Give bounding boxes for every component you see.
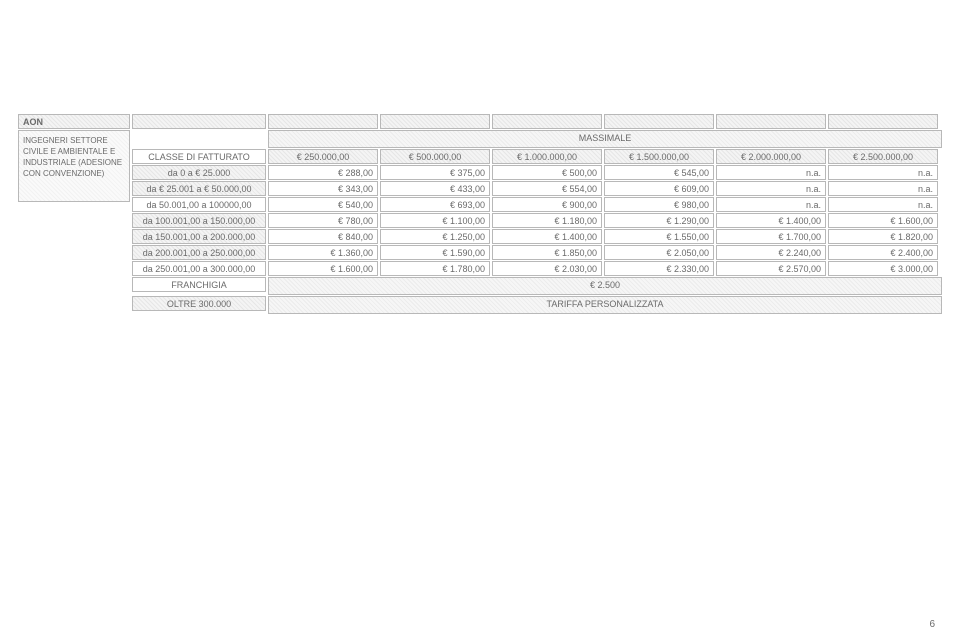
cell-value: € 540,00 xyxy=(268,197,378,212)
col-header-3: € 1.500.000,00 xyxy=(604,149,714,164)
cell-value: € 1.780,00 xyxy=(380,261,490,276)
cell-value: € 1.100,00 xyxy=(380,213,490,228)
row-label: da 200.001,00 a 250.000,00 xyxy=(132,245,266,260)
tariffa-label: TARIFFA PERSONALIZZATA xyxy=(268,296,942,314)
franchigia-value: € 2.500 xyxy=(268,277,942,295)
cell-value: € 1.600,00 xyxy=(268,261,378,276)
data-rows: da 0 a € 25.000€ 288,00€ 375,00€ 500,00€… xyxy=(18,165,942,276)
row-headers: CLASSE DI FATTURATO € 250.000,00 € 500.0… xyxy=(18,149,942,164)
cell-value: € 1.360,00 xyxy=(268,245,378,260)
col-header-4: € 2.000.000,00 xyxy=(716,149,826,164)
empty xyxy=(132,114,266,129)
cell-value: n.a. xyxy=(828,197,938,212)
cell-value: € 2.400,00 xyxy=(828,245,938,260)
cell-value: € 1.820,00 xyxy=(828,229,938,244)
cell-value: € 1.550,00 xyxy=(604,229,714,244)
cell-value: € 2.330,00 xyxy=(604,261,714,276)
table-row: da 0 a € 25.000€ 288,00€ 375,00€ 500,00€… xyxy=(18,165,942,180)
cell-value: € 1.590,00 xyxy=(380,245,490,260)
cell-value: n.a. xyxy=(716,197,826,212)
col-header-1: € 500.000,00 xyxy=(380,149,490,164)
cell-value: € 545,00 xyxy=(604,165,714,180)
side-description: INGEGNERI SETTORE CIVILE E AMBIENTALE E … xyxy=(18,130,130,202)
cell-value: € 609,00 xyxy=(604,181,714,196)
page-number: 6 xyxy=(929,619,935,630)
row-label: da 250.001,00 a 300.000,00 xyxy=(132,261,266,276)
row-label: da 150.001,00 a 200.000,00 xyxy=(132,229,266,244)
row-label: da 100.001,00 a 150.000,00 xyxy=(132,213,266,228)
cell-value: € 2.570,00 xyxy=(716,261,826,276)
franchigia-label: FRANCHIGIA xyxy=(132,277,266,292)
table-row: da 250.001,00 a 300.000,00€ 1.600,00€ 1.… xyxy=(18,261,942,276)
row-franchigia: FRANCHIGIA € 2.500 xyxy=(18,277,942,295)
table-row: da 150.001,00 a 200.000,00€ 840,00€ 1.25… xyxy=(18,229,942,244)
empty xyxy=(268,114,378,129)
spacer xyxy=(18,213,130,228)
massimale-cell: MASSIMALE xyxy=(268,130,942,148)
spacer xyxy=(18,229,130,244)
cell-value: € 780,00 xyxy=(268,213,378,228)
empty xyxy=(492,114,602,129)
class-header: CLASSE DI FATTURATO xyxy=(132,149,266,164)
cell-value: € 900,00 xyxy=(492,197,602,212)
cell-value: € 1.600,00 xyxy=(828,213,938,228)
empty xyxy=(132,130,266,145)
cell-value: € 2.030,00 xyxy=(492,261,602,276)
cell-value: € 1.290,00 xyxy=(604,213,714,228)
row-label: da 50.001,00 a 100000,00 xyxy=(132,197,266,212)
empty xyxy=(604,114,714,129)
cell-value: € 1.700,00 xyxy=(716,229,826,244)
oltre-label: OLTRE 300.000 xyxy=(132,296,266,311)
cell-value: n.a. xyxy=(828,165,938,180)
cell-value: € 1.400,00 xyxy=(716,213,826,228)
cell-value: € 554,00 xyxy=(492,181,602,196)
cell-value: n.a. xyxy=(716,181,826,196)
cell-value: € 2.240,00 xyxy=(716,245,826,260)
empty xyxy=(828,114,938,129)
table-row: da 100.001,00 a 150.000,00€ 780,00€ 1.10… xyxy=(18,213,942,228)
cell-value: € 433,00 xyxy=(380,181,490,196)
cell-value: € 693,00 xyxy=(380,197,490,212)
cell-value: € 375,00 xyxy=(380,165,490,180)
pricing-table: AON MASSIMALE CLASSE DI FATTURATO € 250.… xyxy=(18,114,942,315)
row-label: da € 25.001 a € 50.000,00 xyxy=(132,181,266,196)
cell-value: € 980,00 xyxy=(604,197,714,212)
cell-value: € 3.000,00 xyxy=(828,261,938,276)
cell-value: € 1.180,00 xyxy=(492,213,602,228)
table-row: da € 25.001 a € 50.000,00€ 343,00€ 433,0… xyxy=(18,181,942,196)
cell-value: € 288,00 xyxy=(268,165,378,180)
cell-value: € 840,00 xyxy=(268,229,378,244)
cell-value: € 2.050,00 xyxy=(604,245,714,260)
spacer xyxy=(18,296,130,314)
empty xyxy=(716,114,826,129)
empty xyxy=(380,114,490,129)
cell-value: n.a. xyxy=(716,165,826,180)
col-header-2: € 1.000.000,00 xyxy=(492,149,602,164)
cell-value: € 1.250,00 xyxy=(380,229,490,244)
cell-value: € 500,00 xyxy=(492,165,602,180)
row-aon: AON xyxy=(18,114,942,129)
cell-value: n.a. xyxy=(828,181,938,196)
table-row: da 50.001,00 a 100000,00€ 540,00€ 693,00… xyxy=(18,197,942,212)
row-oltre: OLTRE 300.000 TARIFFA PERSONALIZZATA xyxy=(18,296,942,314)
spacer xyxy=(18,261,130,276)
cell-value: € 1.400,00 xyxy=(492,229,602,244)
spacer xyxy=(18,245,130,260)
row-massimale: MASSIMALE xyxy=(18,130,942,148)
aon-cell: AON xyxy=(18,114,130,129)
col-header-0: € 250.000,00 xyxy=(268,149,378,164)
cell-value: € 343,00 xyxy=(268,181,378,196)
table-row: da 200.001,00 a 250.000,00€ 1.360,00€ 1.… xyxy=(18,245,942,260)
row-label: da 0 a € 25.000 xyxy=(132,165,266,180)
cell-value: € 1.850,00 xyxy=(492,245,602,260)
spacer xyxy=(18,277,130,295)
col-header-5: € 2.500.000,00 xyxy=(828,149,938,164)
